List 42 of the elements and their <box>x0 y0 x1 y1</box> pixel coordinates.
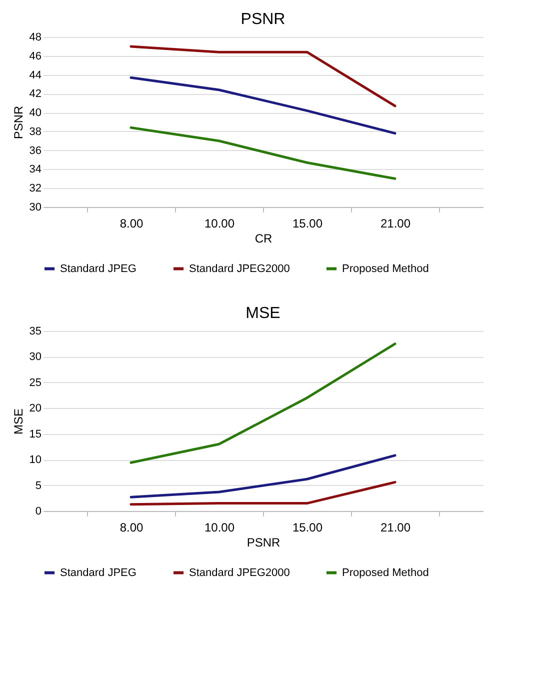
y-axis-title: MSE <box>11 408 26 435</box>
y-tick-label: 32 <box>29 182 42 195</box>
y-tick-label: 15 <box>29 428 42 440</box>
legend-label: Standard JPEG <box>60 262 136 275</box>
y-tick-label: 5 <box>35 480 42 492</box>
line-series <box>130 342 396 464</box>
x-tick-label: 21.00 <box>380 216 411 230</box>
x-axis-title: CR <box>254 232 272 246</box>
y-axis-title: PSNR <box>11 106 26 140</box>
legend-label: Standard JPEG2000 <box>189 566 290 579</box>
y-tick-label: 34 <box>29 164 42 176</box>
line-series <box>130 76 396 135</box>
x-tick-label: 8.00 <box>120 520 144 534</box>
legend-label: Standard JPEG2000 <box>189 262 290 275</box>
y-tick-label: 46 <box>29 50 42 62</box>
x-tick-label: 10.00 <box>204 216 235 230</box>
line-series <box>130 126 396 180</box>
y-tick-label: 10 <box>29 454 42 466</box>
y-tick-label: 35 <box>29 326 42 338</box>
y-tick-label: 36 <box>29 144 42 157</box>
y-tick-label: 30 <box>29 351 42 364</box>
x-tick-label: 21.00 <box>380 520 411 534</box>
line-series <box>130 454 396 498</box>
x-tick-label: 15.00 <box>292 216 323 230</box>
y-tick-label: 40 <box>29 107 42 120</box>
y-tick-label: 38 <box>29 126 42 138</box>
x-tick-label: 10.00 <box>204 520 235 534</box>
chart-title: MSE <box>246 305 280 322</box>
chart-title: PSNR <box>240 11 286 28</box>
x-tick-label: 8.00 <box>120 216 144 230</box>
legend-label: Proposed Method <box>342 262 429 275</box>
x-tick-label: 15.00 <box>292 520 323 534</box>
y-tick-label: 48 <box>29 32 42 44</box>
legend-label: Proposed Method <box>342 566 429 579</box>
y-tick-label: 30 <box>29 202 42 214</box>
y-tick-label: 0 <box>35 506 42 518</box>
x-axis-title: PSNR <box>246 536 280 550</box>
y-tick-label: 44 <box>29 69 42 82</box>
y-tick-label: 20 <box>29 402 42 415</box>
legend-label: Standard JPEG <box>60 566 136 579</box>
y-tick-label: 42 <box>29 88 42 100</box>
y-tick-label: 25 <box>29 376 42 389</box>
